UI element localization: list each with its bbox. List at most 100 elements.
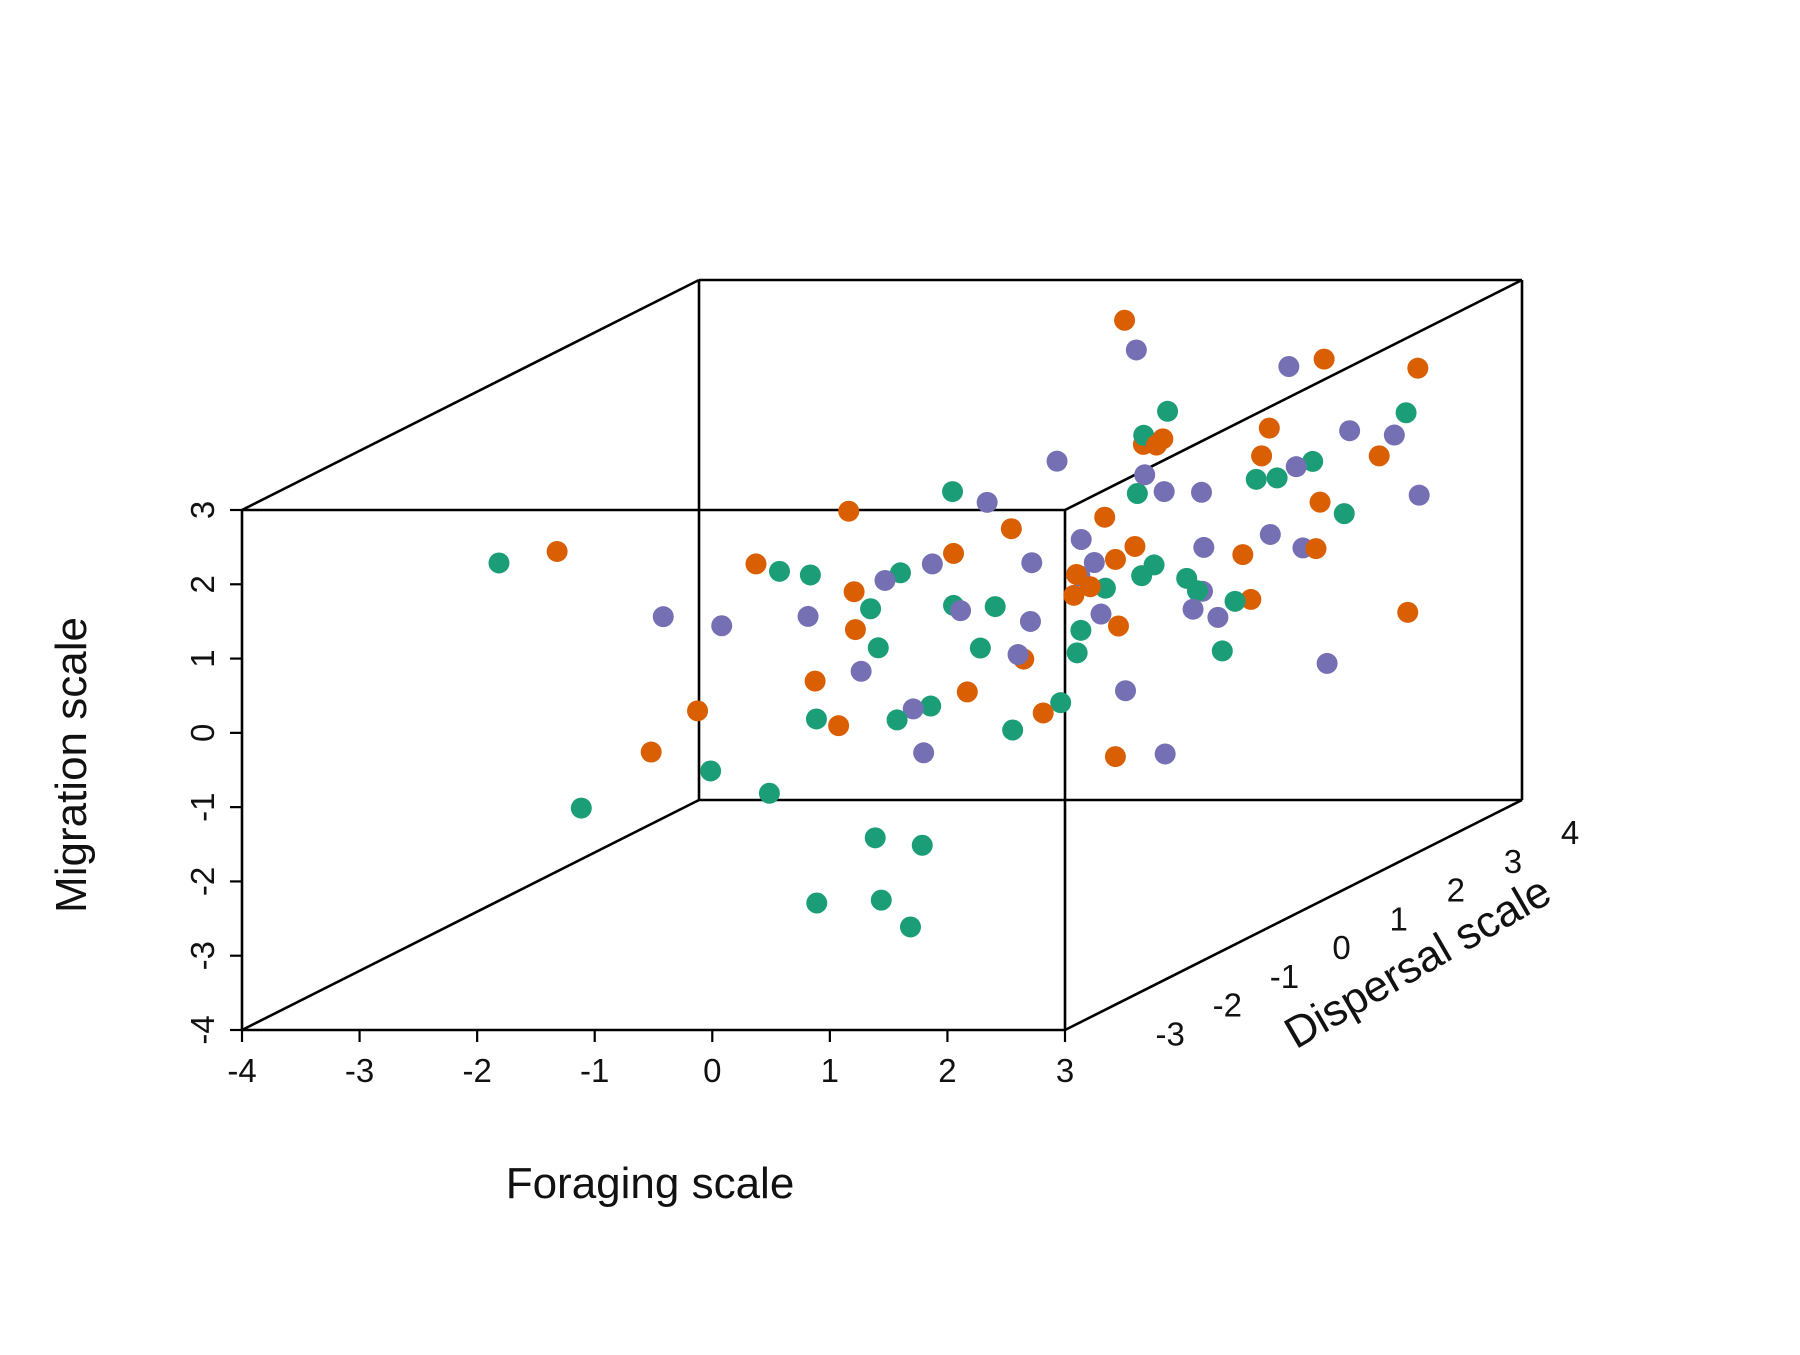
data-point <box>1193 536 1215 558</box>
data-point <box>797 605 819 627</box>
data-point <box>913 742 935 764</box>
data-point <box>1134 464 1156 486</box>
y-tick-mark <box>1276 914 1294 925</box>
data-point <box>860 598 882 620</box>
y-tick-label: -2 <box>1213 987 1242 1024</box>
x-axis-title: Foraging scale <box>506 1159 795 1208</box>
data-point <box>942 481 964 503</box>
data-point <box>570 797 592 819</box>
data-point <box>870 889 892 911</box>
data-point <box>1313 348 1335 370</box>
data-point <box>1143 554 1165 576</box>
data-point <box>1176 567 1198 589</box>
y-tick-mark <box>1391 856 1409 867</box>
y-tick-label: -3 <box>1155 1015 1184 1052</box>
data-point <box>1368 445 1390 467</box>
data-point <box>956 681 978 703</box>
data-point <box>899 916 921 938</box>
x-tick-label: -3 <box>345 1052 374 1089</box>
data-point <box>1207 606 1229 628</box>
data-point <box>976 491 998 513</box>
data-point <box>1302 450 1324 472</box>
data-point <box>1153 481 1175 503</box>
data-point <box>1182 598 1204 620</box>
y-tick-mark <box>1448 827 1466 838</box>
data-point <box>1094 577 1116 599</box>
x-tick-label: -4 <box>227 1052 256 1089</box>
y-tick-mark <box>1505 799 1523 810</box>
y-tick-label: -1 <box>1270 958 1299 995</box>
data-point <box>1245 468 1267 490</box>
y-tick-label: 2 <box>1447 872 1465 909</box>
data-point <box>1107 615 1129 637</box>
data-point <box>1157 400 1179 422</box>
z-axis-title: Migration scale <box>47 617 96 913</box>
z-tick-label: -2 <box>184 867 221 896</box>
depth-bottom-left-edge <box>241 798 700 1032</box>
data-point <box>1191 481 1213 503</box>
data-point <box>1333 503 1355 525</box>
data-point <box>687 700 709 722</box>
data-point <box>1211 640 1233 662</box>
x-tick-label: 0 <box>703 1052 721 1089</box>
data-point <box>769 560 791 582</box>
data-point <box>1124 535 1146 557</box>
y-tick-mark <box>1162 971 1180 982</box>
data-point <box>867 637 889 659</box>
z-tick-label: -4 <box>184 1015 221 1044</box>
data-point <box>850 660 872 682</box>
data-point <box>1002 719 1024 741</box>
data-point <box>969 637 991 659</box>
data-point <box>1126 483 1148 504</box>
data-point <box>1154 743 1176 765</box>
y-tick-label: 4 <box>1561 814 1579 851</box>
data-point <box>902 698 924 720</box>
data-point <box>1278 356 1300 377</box>
data-point <box>921 553 943 575</box>
data-point <box>758 782 780 804</box>
y-tick-mark <box>1219 942 1237 953</box>
data-point <box>1094 506 1116 528</box>
z-tick-label: 0 <box>184 724 221 742</box>
data-point <box>1383 424 1405 446</box>
data-point <box>1285 456 1307 478</box>
data-point <box>745 553 767 575</box>
data-point <box>799 564 821 586</box>
data-point <box>1066 642 1088 664</box>
data-point <box>844 619 866 641</box>
data-point <box>1232 544 1254 566</box>
z-tick-label: 2 <box>184 575 221 593</box>
data-point <box>984 596 1006 618</box>
data-point <box>1007 644 1029 666</box>
data-point <box>806 892 828 914</box>
data-point <box>700 760 722 782</box>
data-point <box>1339 420 1361 442</box>
data-points <box>488 309 1430 938</box>
x-tick-label: -1 <box>580 1052 609 1089</box>
y-tick-label: 1 <box>1389 900 1407 937</box>
data-point <box>711 615 733 637</box>
data-point <box>1395 402 1417 424</box>
data-point <box>843 581 865 603</box>
y-axis-title: Dispersal scale <box>1276 867 1559 1059</box>
data-point <box>1259 523 1281 545</box>
data-point <box>1050 692 1072 714</box>
data-point <box>1070 619 1092 641</box>
data-point <box>1305 538 1327 560</box>
data-point <box>1251 445 1273 467</box>
data-point <box>874 569 896 591</box>
data-point <box>488 552 510 574</box>
depth-top-left-edge <box>241 278 700 512</box>
data-point <box>943 542 965 564</box>
data-point <box>546 540 568 562</box>
data-point <box>1240 588 1262 610</box>
x-tick-label: -2 <box>462 1052 491 1089</box>
data-point <box>886 709 908 731</box>
z-tick-label: 3 <box>184 501 221 519</box>
y-tick-mark <box>1105 1000 1123 1011</box>
data-point <box>828 715 850 737</box>
data-point <box>1032 702 1054 724</box>
data-point <box>1083 552 1105 573</box>
z-tick-label: -3 <box>184 941 221 970</box>
